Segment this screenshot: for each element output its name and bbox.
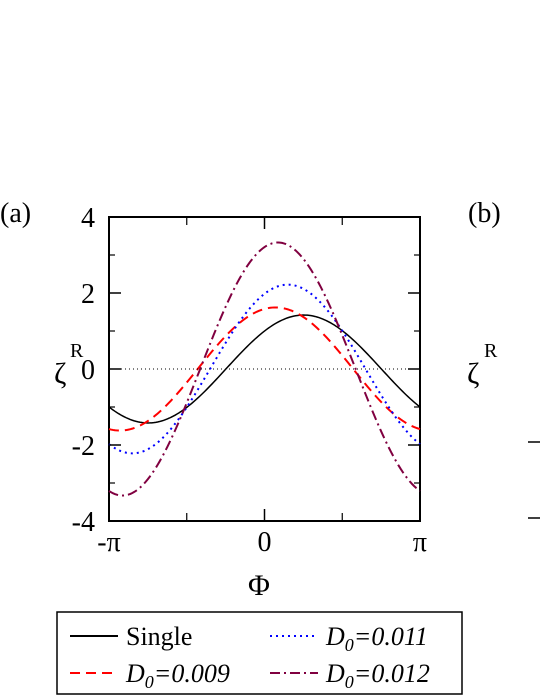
panel-label-a: (a) <box>0 198 31 229</box>
x-tick-label: -π <box>97 527 120 558</box>
ticks-group: 4 2 0 -2 -4-π 0 π <box>72 203 427 558</box>
y-tick-label: -4 <box>72 507 95 538</box>
legend-label: Single <box>126 622 192 651</box>
series-line-1 <box>108 306 421 432</box>
svg-text:R: R <box>484 340 498 362</box>
legend-label: D0=0.011 <box>325 622 428 655</box>
xlabel-a: Φ <box>248 569 270 602</box>
ylabel-b: ζ R <box>467 340 498 390</box>
y-tick-label: 0 <box>81 355 95 386</box>
svg-text:R: R <box>70 340 84 362</box>
series-line-0 <box>108 314 421 424</box>
legend-label: D0=0.012 <box>325 659 430 692</box>
panel-label-b: (b) <box>468 198 501 229</box>
x-tick-label: 0 <box>258 527 272 558</box>
legend: Single D0=0.011 D0=0.009 D0=0.012 <box>70 622 430 692</box>
y-tick-label: 2 <box>81 279 95 310</box>
y-tick-label: -2 <box>72 431 95 462</box>
series-line-3 <box>108 241 421 497</box>
y-tick-label: 4 <box>81 203 95 234</box>
x-tick-label: π <box>413 527 427 558</box>
ylabel-a: ζ R <box>54 340 84 390</box>
legend-box <box>56 611 463 695</box>
legend-label: D0=0.009 <box>125 659 230 692</box>
series-group <box>108 241 421 497</box>
svg-text:ζ: ζ <box>54 357 66 390</box>
svg-text:ζ: ζ <box>467 357 479 390</box>
